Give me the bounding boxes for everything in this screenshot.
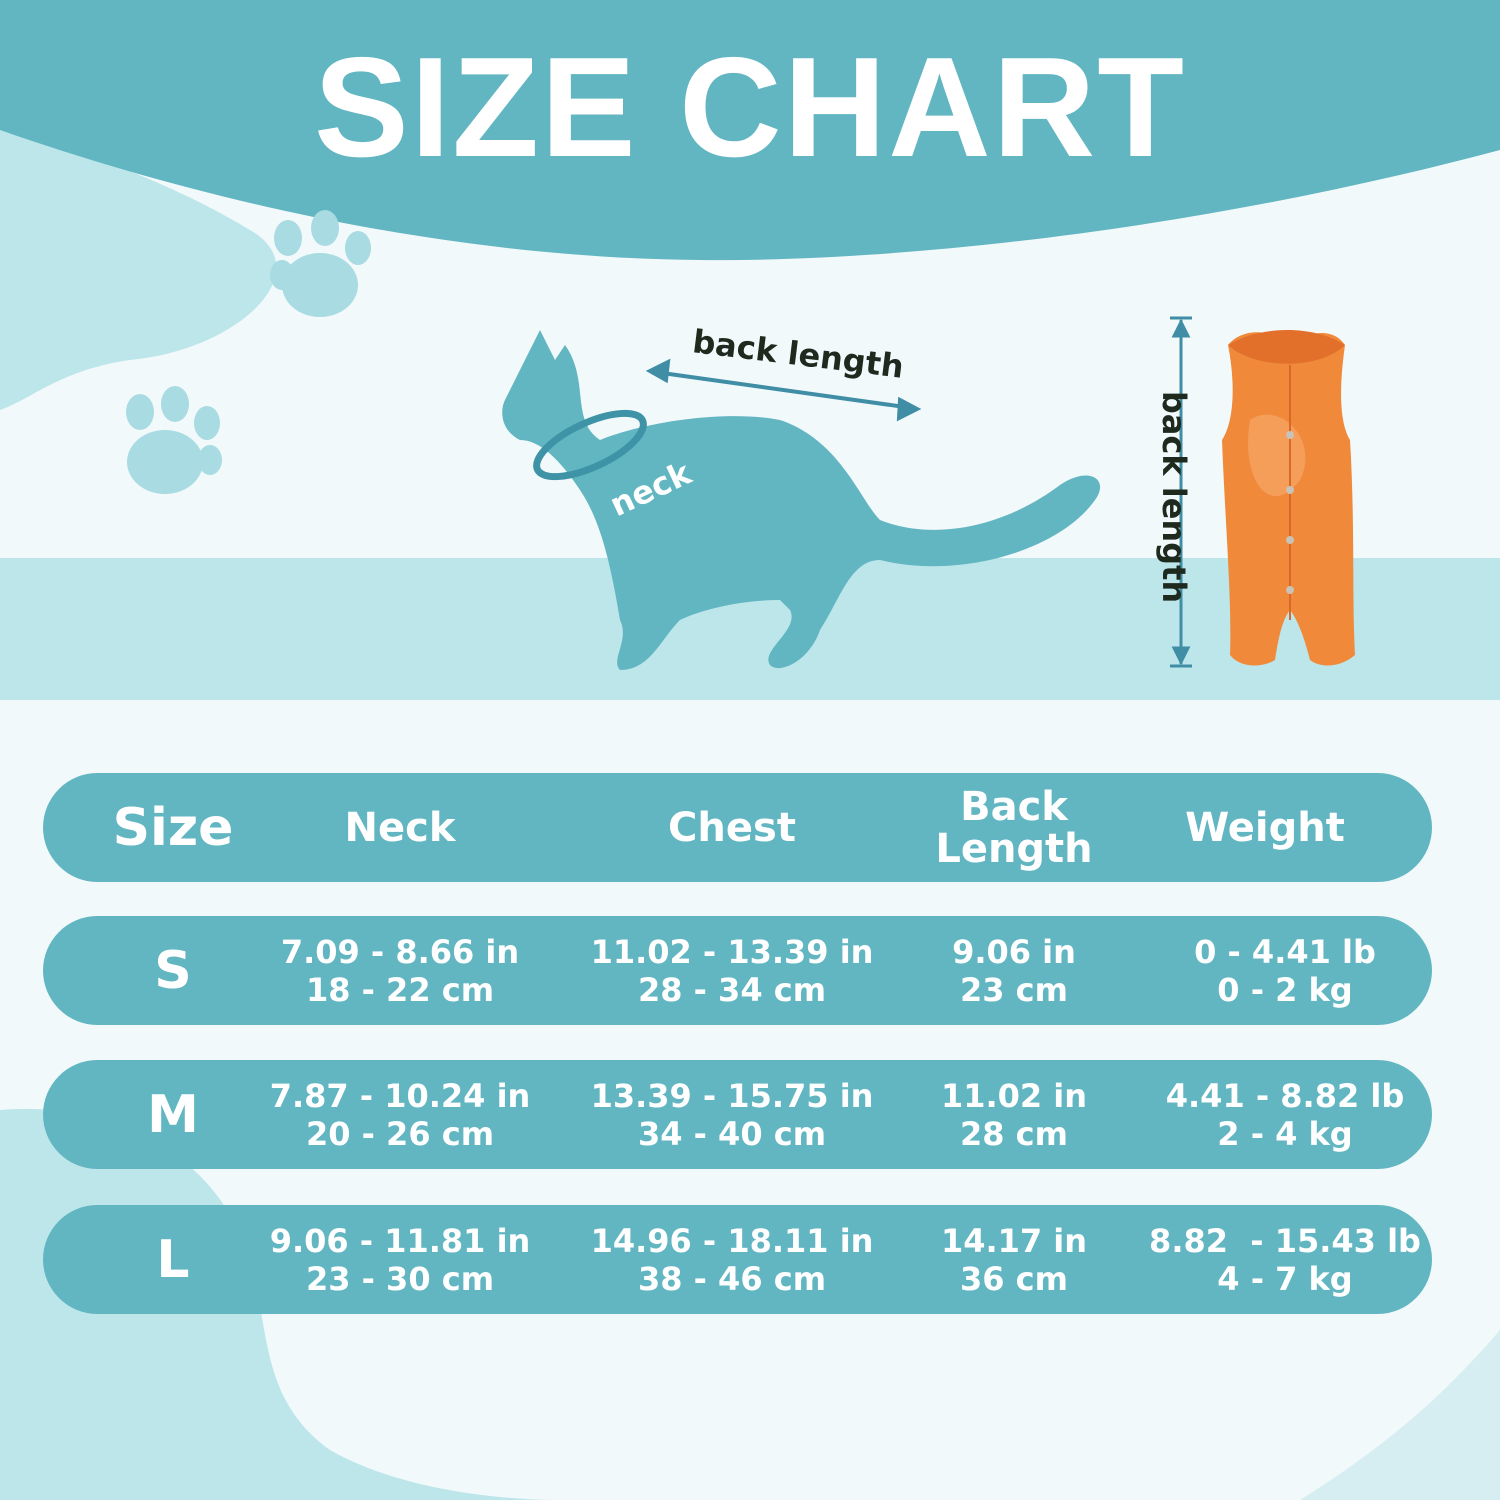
neck-metric: 20 - 26 cm: [305, 1114, 495, 1153]
header-back-length: Back Length: [935, 783, 1093, 872]
neck-cell: 7.09 - 8.66 in 18 - 22 cm: [280, 916, 520, 1025]
table-row: L 9.06 - 11.81 in 23 - 30 cm 14.96 - 18.11 …: [43, 1205, 1432, 1314]
size-cell: L: [156, 1229, 190, 1290]
weight-metric: 0 - 2 kg: [1217, 970, 1353, 1009]
back-length-arrow: [645, 358, 922, 422]
weight-imperial: 0 - 4.41 lb: [1194, 932, 1376, 971]
back-metric: 28 cm: [960, 1114, 1068, 1153]
back-imperial: 9.06 in: [952, 932, 1076, 971]
neck-cell: 9.06 - 11.81 in 23 - 30 cm: [270, 1205, 531, 1314]
chest-cell: 13.39 - 15.75 in 34 - 40 cm: [590, 1060, 874, 1169]
weight-imperial: 4.41 - 8.82 lb: [1165, 1076, 1405, 1115]
weight-metric: 4 - 7 kg: [1217, 1259, 1353, 1298]
neck-cell: 7.87 - 10.24 in 20 - 26 cm: [270, 1060, 531, 1169]
chest-metric: 38 - 46 cm: [637, 1259, 827, 1298]
left-blob: [0, 130, 277, 410]
paw-print-icon: [270, 210, 371, 317]
recovery-suit-image: [1222, 330, 1355, 666]
back-imperial: 14.17 in: [940, 1221, 1088, 1260]
table-row: S 7.09 - 8.66 in 18 - 22 cm 11.02 - 13.39 i…: [43, 916, 1432, 1025]
header-size: Size: [112, 797, 234, 858]
page-title: SIZE CHART: [314, 28, 1186, 187]
bottom-right-blob: [1300, 1330, 1500, 1500]
cat-silhouette: [502, 330, 1101, 670]
weight-metric: 2 - 4 kg: [1217, 1114, 1353, 1153]
back-cell: 11.02 in 28 cm: [934, 1060, 1094, 1169]
neck-metric: 23 - 30 cm: [305, 1259, 495, 1298]
weight-cell: 0 - 4.41 lb 0 - 2 kg: [1135, 916, 1435, 1025]
weight-cell: 8.82 - 15.43 lb 4 - 7 kg: [1135, 1205, 1435, 1314]
garment-back-length-label: back length: [1155, 390, 1194, 604]
neck-metric: 18 - 22 cm: [305, 970, 495, 1009]
back-imperial: 11.02 in: [940, 1076, 1088, 1115]
neck-ring: [533, 409, 647, 481]
header-neck: Neck: [344, 804, 456, 851]
chest-metric: 28 - 34 cm: [637, 970, 827, 1009]
neck-imperial: 7.87 - 10.24 in: [269, 1076, 531, 1115]
table-header: Size Neck Chest Back Length Weight: [43, 773, 1432, 882]
chest-cell: 14.96 - 18.11 in 38 - 46 cm: [590, 1205, 874, 1314]
weight-imperial: 8.82 - 15.43 lb: [1149, 1221, 1421, 1260]
size-cell: S: [154, 940, 192, 1001]
header-weight: Weight: [1185, 804, 1345, 851]
back-cell: 9.06 in 23 cm: [934, 916, 1094, 1025]
garment-length-arrow: [1170, 316, 1192, 668]
chest-imperial: 14.96 - 18.11 in: [590, 1221, 874, 1260]
chest-cell: 11.02 - 13.39 in 28 - 34 cm: [590, 916, 874, 1025]
back-metric: 23 cm: [960, 970, 1068, 1009]
header-banner: [0, 0, 1500, 261]
weight-cell: 4.41 - 8.82 lb 2 - 4 kg: [1135, 1060, 1435, 1169]
chest-imperial: 13.39 - 15.75 in: [590, 1076, 874, 1115]
back-metric: 36 cm: [960, 1259, 1068, 1298]
chest-imperial: 11.02 - 13.39 in: [590, 932, 874, 971]
back-cell: 14.17 in 36 cm: [934, 1205, 1094, 1314]
paw-print-icon: [126, 386, 222, 494]
table-row: M 7.87 - 10.24 in 20 - 26 cm 13.39 - 15.75 …: [43, 1060, 1432, 1169]
neck-imperial: 9.06 - 11.81 in: [269, 1221, 531, 1260]
size-cell: M: [147, 1084, 199, 1145]
header-chest: Chest: [668, 804, 796, 851]
chest-metric: 34 - 40 cm: [637, 1114, 827, 1153]
neck-imperial: 7.09 - 8.66 in: [280, 932, 520, 971]
